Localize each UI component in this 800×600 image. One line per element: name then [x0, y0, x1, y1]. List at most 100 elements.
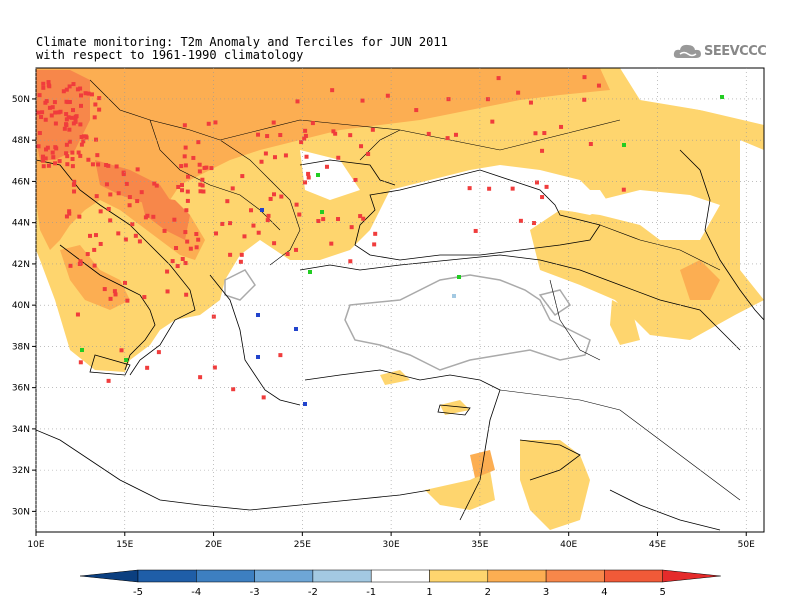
- tercile-marker: [303, 128, 308, 133]
- tercile-marker: [349, 225, 354, 230]
- tercile-marker: [88, 233, 93, 238]
- tercile-marker: [198, 375, 203, 380]
- tercile-marker: [321, 217, 326, 222]
- tercile-marker: [596, 83, 601, 88]
- colorbar-label: 2: [485, 587, 491, 598]
- tercile-marker: [206, 121, 211, 126]
- tercile-marker: [209, 166, 214, 171]
- tercile-marker: [70, 157, 75, 162]
- tercile-marker: [122, 280, 127, 285]
- tercile-marker: [240, 174, 245, 179]
- tercile-marker: [77, 214, 82, 219]
- tercile-marker: [622, 143, 626, 147]
- tercile-marker: [165, 269, 170, 274]
- tercile-marker: [299, 140, 304, 145]
- tercile-marker: [85, 252, 90, 257]
- tercile-marker: [119, 348, 124, 353]
- tercile-marker: [348, 259, 353, 264]
- colorbar-label: 1: [426, 587, 432, 598]
- tercile-marker: [65, 154, 70, 159]
- tercile-marker: [67, 139, 72, 144]
- tercile-marker: [720, 95, 724, 99]
- cloud-icon: [673, 44, 701, 58]
- colorbar-segment: [137, 569, 197, 583]
- tercile-marker: [359, 144, 364, 149]
- tercile-marker: [104, 182, 109, 187]
- lat-tick-label: 32N: [12, 466, 30, 476]
- colorbar-label: -3: [250, 587, 260, 598]
- tercile-marker: [172, 217, 177, 222]
- colorbar-label: 3: [543, 587, 549, 598]
- tercile-marker: [78, 86, 83, 91]
- tercile-marker: [487, 186, 492, 191]
- colorbar-segment: [604, 569, 663, 583]
- lat-tick-label: 36N: [12, 384, 30, 394]
- tercile-marker: [256, 355, 260, 359]
- tercile-marker: [185, 239, 190, 244]
- tercile-marker: [116, 231, 121, 236]
- tercile-marker: [534, 180, 539, 185]
- tercile-marker: [516, 90, 521, 95]
- tercile-marker: [196, 140, 201, 145]
- lat-tick-label: 44N: [12, 219, 30, 229]
- tercile-marker: [256, 230, 261, 235]
- tercile-marker: [64, 214, 69, 219]
- tercile-marker: [79, 134, 84, 139]
- tercile-marker: [78, 259, 83, 264]
- tercile-marker: [124, 181, 129, 186]
- lat-tick-label: 42N: [12, 260, 30, 270]
- tercile-marker: [124, 358, 128, 362]
- colorbar-segment: [254, 569, 314, 583]
- colorbar-under-arrow: [79, 569, 139, 583]
- tercile-marker: [106, 378, 111, 383]
- tercile-marker: [485, 97, 490, 102]
- tercile-marker: [302, 136, 307, 141]
- tercile-marker: [127, 203, 132, 208]
- lat-tick-label: 34N: [12, 425, 30, 435]
- tercile-marker: [93, 233, 98, 238]
- tercile-marker: [336, 217, 341, 222]
- colorbar-label: -5: [133, 587, 143, 598]
- tercile-marker: [67, 211, 72, 216]
- tercile-marker: [316, 219, 321, 224]
- tercile-marker: [358, 214, 363, 219]
- seevccc-logo: SEEVCCC: [672, 40, 772, 66]
- tercile-marker: [64, 117, 69, 122]
- tercile-marker: [40, 110, 45, 115]
- lon-tick-label: 40E: [560, 540, 577, 550]
- tercile-marker: [373, 231, 378, 236]
- tercile-marker: [145, 365, 150, 370]
- tercile-marker: [116, 191, 121, 196]
- lon-tick-label: 20E: [205, 540, 222, 550]
- tercile-marker: [353, 177, 358, 182]
- tercile-marker: [112, 289, 117, 294]
- tercile-markers: [36, 75, 724, 406]
- tercile-marker: [152, 181, 157, 186]
- tercile-marker: [452, 294, 456, 298]
- tercile-marker: [57, 159, 62, 164]
- tercile-marker: [46, 80, 51, 85]
- tercile-marker: [213, 120, 218, 125]
- tercile-marker: [92, 247, 97, 252]
- tercile-marker: [303, 402, 307, 406]
- tercile-marker: [372, 242, 377, 247]
- tercile-marker: [308, 270, 312, 274]
- tercile-marker: [182, 123, 187, 128]
- colorbar-segment: [312, 569, 372, 583]
- tercile-marker: [621, 187, 626, 192]
- tercile-marker: [97, 107, 102, 112]
- tercile-marker: [194, 232, 199, 237]
- tercile-marker: [194, 245, 199, 250]
- tercile-marker: [303, 180, 308, 185]
- tercile-marker: [183, 261, 188, 266]
- tercile-marker: [70, 164, 75, 169]
- lon-tick-label: 15E: [116, 540, 133, 550]
- tercile-marker: [78, 153, 83, 158]
- tercile-marker: [542, 131, 547, 136]
- tercile-marker: [588, 142, 593, 147]
- tercile-marker: [65, 162, 70, 167]
- tercile-marker: [370, 127, 375, 132]
- tercile-marker: [202, 165, 207, 170]
- tercile-marker: [46, 83, 51, 88]
- tercile-marker: [259, 159, 264, 164]
